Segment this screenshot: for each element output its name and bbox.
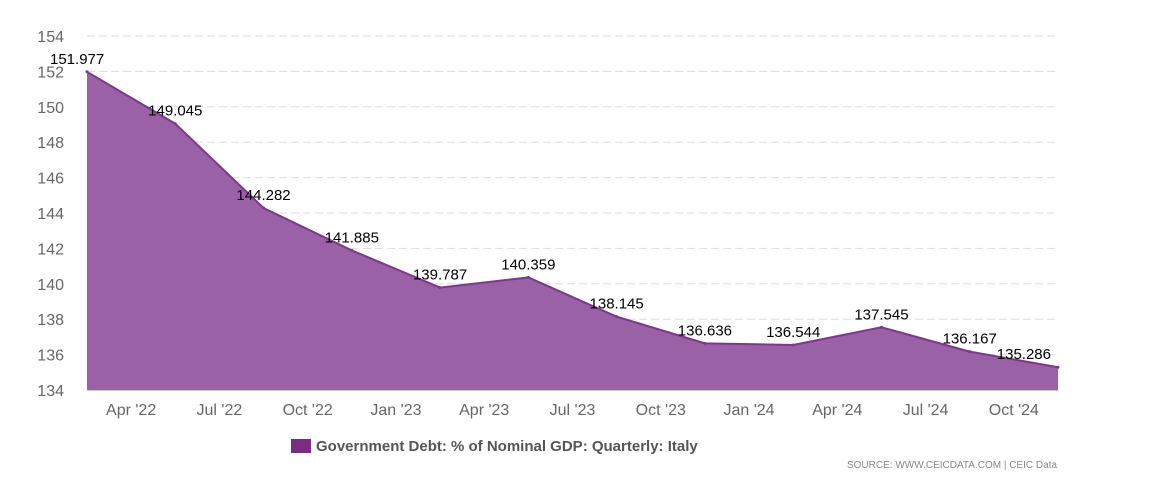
data-point[interactable] bbox=[350, 248, 354, 252]
x-tick-label: Oct '24 bbox=[989, 402, 1039, 419]
x-tick-label: Apr '22 bbox=[106, 402, 156, 419]
data-label: 136.636 bbox=[678, 322, 732, 339]
data-label: 136.167 bbox=[943, 331, 997, 348]
series-line bbox=[86, 70, 1059, 369]
legend-swatch bbox=[291, 439, 311, 453]
data-label: 138.145 bbox=[590, 296, 644, 313]
y-tick-label: 148 bbox=[37, 135, 64, 152]
x-tick-label: Jul '22 bbox=[197, 402, 243, 419]
y-tick-label: 146 bbox=[37, 171, 64, 188]
data-label: 136.544 bbox=[766, 324, 820, 341]
source-credit: SOURCE: WWW.CEICDATA.COM | CEIC Data bbox=[847, 460, 1057, 471]
y-tick-label: 154 bbox=[37, 29, 64, 46]
y-tick-label: 144 bbox=[37, 206, 64, 223]
y-tick-label: 140 bbox=[37, 277, 64, 294]
data-point[interactable] bbox=[262, 206, 266, 210]
x-tick-label: Apr '23 bbox=[459, 402, 509, 419]
data-label: 135.286 bbox=[997, 346, 1051, 363]
y-tick-label: 134 bbox=[37, 383, 64, 400]
data-point[interactable] bbox=[703, 341, 707, 345]
y-axis: 134 136 138 140 142 144 146 148 150 152 154 bbox=[37, 29, 64, 400]
data-label: 140.359 bbox=[501, 256, 555, 273]
x-tick-label: Jan '23 bbox=[370, 402, 421, 419]
x-tick-label: Jan '24 bbox=[723, 402, 774, 419]
data-label: 139.787 bbox=[413, 267, 467, 284]
data-label: 149.045 bbox=[148, 103, 202, 120]
x-tick-label: Jul '24 bbox=[903, 402, 949, 419]
y-tick-label: 142 bbox=[37, 241, 64, 258]
legend-label: Government Debt: % of Nominal GDP: Quart… bbox=[316, 438, 698, 455]
y-tick-label: 150 bbox=[37, 100, 64, 117]
y-tick-label: 138 bbox=[37, 312, 64, 329]
x-axis: Apr '22 Jul '22 Oct '22 Jan '23 Apr '23 Jul '… bbox=[106, 402, 1039, 419]
data-point[interactable] bbox=[173, 122, 177, 126]
y-tick-label: 136 bbox=[37, 348, 64, 365]
legend[interactable]: Government Debt: % of Nominal GDP: Quart… bbox=[291, 438, 698, 455]
area-fill bbox=[87, 71, 1058, 390]
data-point[interactable] bbox=[438, 286, 442, 290]
data-point[interactable] bbox=[968, 350, 972, 354]
data-label: 137.545 bbox=[854, 306, 908, 323]
data-label: 141.885 bbox=[325, 229, 379, 246]
y-tick-label: 152 bbox=[37, 64, 64, 81]
x-tick-label: Oct '22 bbox=[283, 402, 333, 419]
data-label: 151.977 bbox=[50, 51, 104, 68]
data-point[interactable] bbox=[526, 275, 530, 279]
data-point[interactable] bbox=[85, 70, 89, 74]
data-label: 144.282 bbox=[236, 187, 290, 204]
x-tick-label: Oct '23 bbox=[636, 402, 686, 419]
x-tick-label: Jul '23 bbox=[550, 402, 596, 419]
data-labels: 151.977 149.045 144.282 141.885 139.787 140.3… bbox=[50, 51, 1051, 363]
data-point[interactable] bbox=[615, 315, 619, 319]
data-point[interactable] bbox=[1056, 365, 1060, 369]
area-layer bbox=[85, 70, 1060, 390]
data-point[interactable] bbox=[879, 325, 883, 329]
x-tick-label: Apr '24 bbox=[812, 402, 862, 419]
data-point[interactable] bbox=[791, 343, 795, 347]
